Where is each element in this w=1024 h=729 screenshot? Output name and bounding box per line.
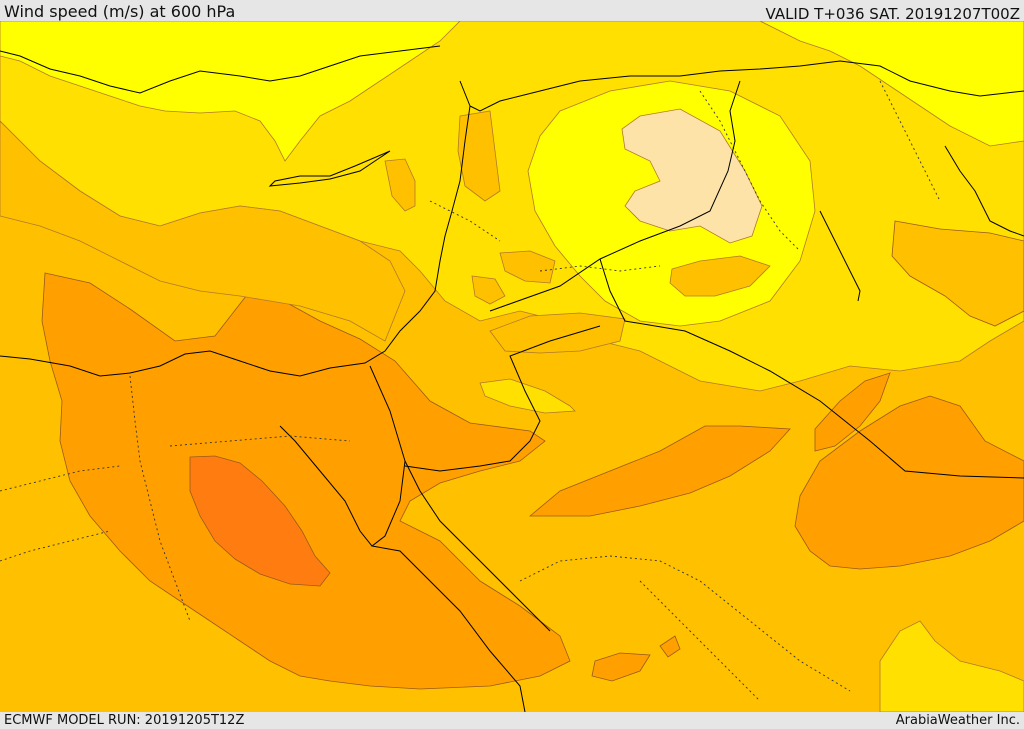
band-darkorange-core	[189, 455, 331, 587]
band-amber-blob-5	[471, 275, 506, 305]
band-amber-levant-1	[489, 312, 626, 354]
band-orange-southeast	[794, 395, 1024, 570]
band-amber-iran	[891, 220, 1024, 327]
band-yellow-northeast	[759, 21, 1024, 147]
band-orange-west	[41, 272, 571, 690]
band-amber-blob-1	[384, 158, 416, 212]
map-canvas	[0, 21, 1024, 712]
band-orange-small-1	[591, 652, 651, 682]
wind-speed-map[interactable]	[0, 21, 1024, 712]
band-lightest-core	[621, 108, 763, 244]
band-yellow-north	[0, 21, 461, 162]
solid-borders	[404, 80, 1024, 479]
band-amber-west-lobe	[0, 120, 406, 342]
band-amber-blob-3	[499, 250, 556, 284]
coastlines	[0, 45, 1024, 712]
band-orange-east	[528, 425, 791, 517]
valid-time: VALID T+036 SAT. 20191207T00Z	[765, 5, 1020, 23]
header-bar: Wind speed (m/s) at 600 hPa VALID T+036 …	[0, 0, 1024, 23]
band-amber-blob-2	[457, 110, 501, 202]
model-run-label: ECMWF MODEL RUN: 20191205T12Z	[4, 713, 245, 728]
band-orange-persian-gulf	[814, 372, 891, 452]
credit-label: ArabiaWeather Inc.	[895, 713, 1020, 728]
band-amber-blob-4	[669, 255, 771, 297]
footer-bar: ECMWF MODEL RUN: 20191205T12Z ArabiaWeat…	[0, 712, 1024, 729]
map-title: Wind speed (m/s) at 600 hPa	[4, 2, 236, 21]
band-gold-southeast	[879, 620, 1024, 712]
country-borders	[0, 80, 941, 702]
band-orange-small-2	[659, 635, 681, 658]
